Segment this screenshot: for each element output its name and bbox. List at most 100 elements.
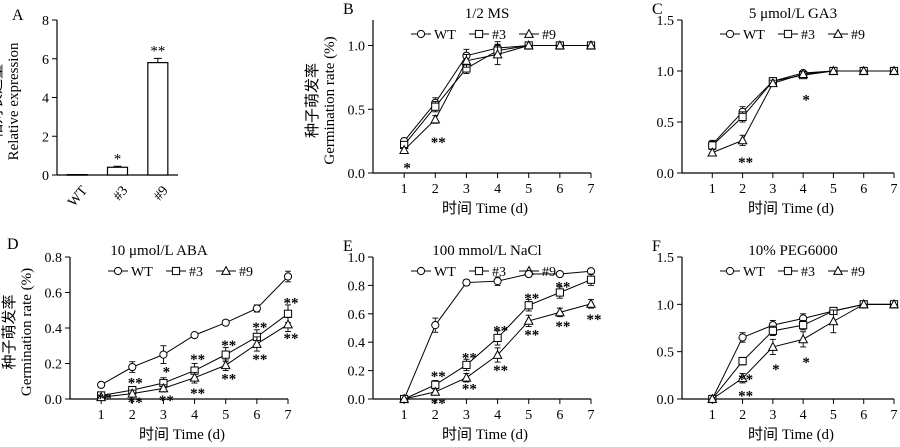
y-tick-label: 0.5 [657,346,675,361]
x-tick-label: 4 [800,182,807,197]
data-point [523,40,534,50]
panel-label: E [343,238,353,255]
legend-marker [523,28,535,38]
significance-mark: ** [190,386,205,402]
y-tick-label: 0.8 [348,279,366,294]
data-point [707,147,718,157]
y-tick-label: 4 [42,92,49,107]
panel-label: A [12,7,24,24]
x-tick-label: 7 [891,182,898,197]
x-tick-label: 4 [494,408,501,423]
significance-mark: * [163,365,171,381]
significance-mark: ** [159,393,174,409]
x-tick-label: 2 [739,408,746,423]
y-tick-label: 1.0 [348,40,366,55]
bar [106,166,129,176]
x-tick-label: 5 [830,408,837,423]
panel-label: D [7,236,19,253]
series-1 [400,273,596,404]
x-tick-label: 7 [891,408,898,423]
data-point [738,112,747,122]
y-tick-label: 0.5 [348,103,366,118]
y-tick-label: 0.6 [348,308,366,323]
x-tick-label: 1 [401,408,408,423]
significance-mark: ** [462,382,477,398]
x-tick-label: 6 [860,182,867,197]
x-tick-label: 4 [800,408,807,423]
data-point [431,102,440,111]
legend-marker [113,266,123,276]
x-tick-label: 3 [463,408,470,423]
y-axis-label-cn: 种子萌发率 [304,63,321,138]
data-point [189,372,200,382]
panel-C: C 5 μmol/L GA3 0.0 0.5 1.0 1.5 1 2 3 4 5 6 7 时间 Time … [652,1,900,217]
y-tick-label: 0 [42,169,49,184]
significance-mark: ** [284,331,299,347]
data-point [555,269,564,279]
x-tick-label: 2 [129,408,136,423]
x-tick-label: WT [65,183,91,210]
data-point [283,272,293,281]
x-tick-label: 6 [253,408,260,423]
data-point [858,298,869,309]
data-point [554,306,565,317]
panel-label: F [652,238,661,255]
panel-label: C [652,1,663,18]
x-axis-label: 时间 Time (d) [748,426,834,443]
panel-D: D 10 μmol/L ABA 0.0 0.2 0.4 0.6 0.8 种子萌发率 Germin… [1,236,299,443]
data-point [128,362,137,372]
chart-title: 10% PEG6000 [748,243,838,259]
legend-marker [832,28,844,38]
data-point [158,382,169,393]
y-tick-label: 0.4 [45,322,63,337]
legend-label: #9 [851,265,865,280]
significance-mark: ** [431,396,446,412]
data-point [431,321,440,330]
data-point [251,338,262,348]
x-tick-label: 2 [432,182,439,197]
y-tick-label: 1.5 [657,251,675,266]
y-tick-label: 0.8 [45,251,63,266]
data-point [221,350,230,359]
legend-label: #3 [801,265,815,280]
x-tick-label: 1 [401,182,408,197]
y-tick-label: 0.5 [657,116,675,131]
data-point [737,372,748,383]
x-tick-label: 5 [830,182,837,197]
series-2 [399,298,597,403]
x-tick-label: 2 [739,182,746,197]
significance-mark: ** [150,43,165,59]
significance-mark: ** [431,369,446,385]
data-point [220,359,231,370]
data-point [493,277,502,286]
data-point [159,350,168,359]
data-point [399,393,410,403]
x-tick-label: #9 [151,184,171,204]
legend-marker [171,266,181,276]
legend-label: #3 [492,265,506,280]
panel-B: B 1/2 MS 0.0 0.5 1.0 种子萌发率 Germination rate (%… [304,1,597,217]
x-tick-label: 4 [191,408,198,423]
y-axis-label-en: Germination rate (%) [19,268,35,396]
significance-mark: ** [221,372,236,388]
significance-mark: * [802,93,810,109]
data-point [888,65,900,75]
x-tick-label: 6 [860,408,867,423]
y-tick-label: 0.2 [45,358,63,373]
significance-mark: * [772,362,780,378]
legend-marker [783,29,793,39]
x-tick-label: 4 [494,182,501,197]
y-tick-label: 1.0 [348,251,366,266]
x-tick-label: 3 [463,182,470,197]
bar [66,174,88,176]
significance-mark: * [114,151,122,167]
legend-label: #9 [542,28,556,43]
significance-mark: ** [128,375,143,391]
legend-marker [416,29,426,39]
significance-mark: ** [462,350,477,366]
data-point [190,331,199,340]
data-point [586,275,596,284]
significance-mark: ** [284,295,299,311]
data-point [767,77,778,88]
x-tick-label: 5 [525,408,532,423]
